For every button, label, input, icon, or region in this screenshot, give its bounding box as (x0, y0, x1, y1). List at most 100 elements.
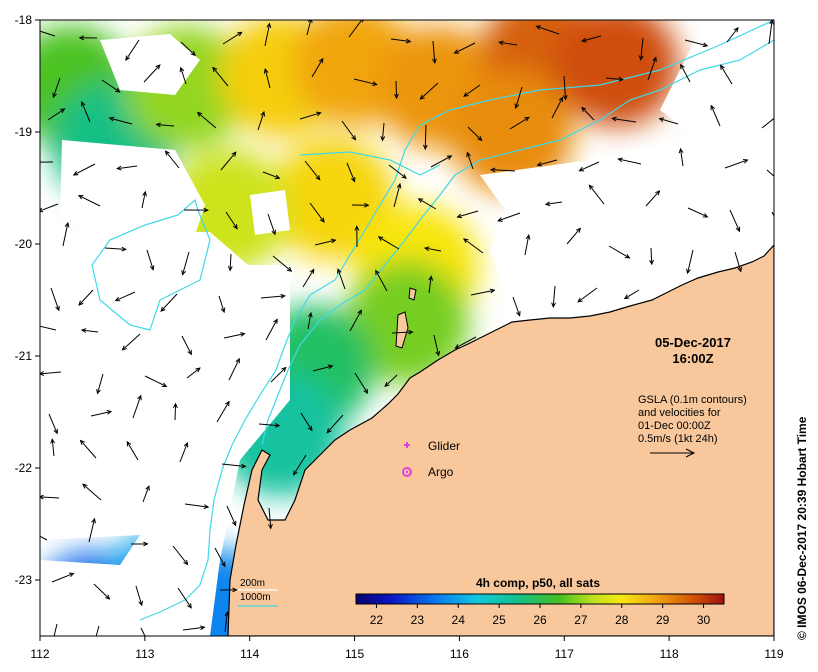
velocity-arrow-5 (264, 22, 272, 47)
x-tick-label-1: 113 (135, 647, 154, 661)
annotation-block: 05-Dec-2017 16:00Z GSLA (0.1m contours) … (638, 335, 747, 458)
velocity-arrow-8 (390, 38, 412, 44)
velocity-arrow-61 (346, 162, 356, 183)
velocity-arrow-84 (544, 201, 563, 207)
velocity-arrow-116 (375, 269, 388, 292)
velocity-arrow-87 (687, 207, 709, 218)
velocity-arrow-169 (51, 572, 75, 583)
sst-region-8 (449, 70, 574, 194)
colorbar-title: 4h comp, p50, all sats (476, 576, 600, 590)
velocity-arrow-151 (326, 414, 344, 434)
velocity-arrow-35 (773, 83, 774, 86)
velocity-arrow-55 (72, 163, 96, 176)
x-tick-label-4: 116 (450, 647, 469, 661)
land (227, 244, 774, 636)
velocity-arrow-96 (314, 238, 337, 246)
velocity-arrow-80 (393, 182, 402, 208)
x-axis-ticks: 112 113 114 115 116 117 118 119 (30, 636, 784, 661)
velocity-arrow-6 (306, 20, 313, 36)
velocity-arrow-119 (512, 296, 521, 317)
velocity-arrow-19 (101, 79, 121, 93)
velocity-arrow-15 (684, 39, 709, 48)
velocity-arrow-115 (337, 268, 346, 290)
annotation-gsla-2: and velocities for (638, 407, 721, 419)
y-tick-label-0: -18 (15, 13, 33, 27)
velocity-arrow-93 (181, 251, 190, 276)
velocity-arrow-173 (219, 587, 238, 593)
annotation-time: 16:00Z (672, 351, 713, 366)
velocity-arrow-117 (428, 275, 434, 294)
colorbar-tick-label-4: 26 (533, 613, 547, 627)
velocity-arrow-105 (686, 249, 694, 275)
colorbar-tick-label-7: 29 (656, 613, 670, 627)
velocity-arrow-134 (40, 371, 62, 376)
annotation-gsla-1: GSLA (0.1m contours) (638, 394, 747, 406)
velocity-arrow-53 (761, 117, 774, 129)
velocity-arrow-16 (726, 26, 739, 43)
colorbar-tick-label-3: 25 (492, 613, 506, 627)
velocity-arrow-32 (647, 56, 657, 81)
velocity-arrow-78 (309, 202, 325, 223)
annotation-gsla-4: 0.5m/s (1kt 24h) (638, 433, 717, 445)
velocity-arrow-113 (260, 293, 286, 299)
cloud-gaps (40, 25, 774, 636)
velocity-arrow-124 (80, 328, 99, 333)
x-tick-label-2: 114 (240, 647, 259, 661)
velocity-arrow-141 (354, 372, 369, 395)
x-tick-label-0: 112 (30, 647, 49, 661)
velocity-arrow-118 (470, 288, 496, 296)
velocity-arrow-33 (680, 63, 691, 83)
velocity-arrow-21 (179, 66, 187, 85)
velocity-arrow-152 (50, 438, 56, 457)
colorbar-gradient (355, 593, 725, 605)
velocity-arrow-75 (183, 207, 209, 213)
velocity-arrow-162 (226, 505, 237, 527)
velocity-arrow-171 (135, 585, 143, 607)
velocity-arrow-40 (196, 111, 217, 129)
credit-text: © IMOS 06-Dec-2017 20:39 Hobart Time (795, 416, 809, 640)
velocity-arrow-143 (775, 370, 796, 380)
velocity-arrow-73 (77, 195, 101, 207)
velocity-arrow-156 (221, 463, 247, 469)
velocity-arrow-92 (146, 249, 155, 271)
velocity-arrow-39 (155, 122, 175, 128)
velocity-arrow-69 (678, 147, 684, 167)
velocity-arrow-20 (143, 64, 161, 83)
velocity-arrow-112 (218, 295, 226, 314)
sst-region-7 (554, 20, 679, 127)
velocity-arrow-161 (184, 503, 210, 509)
velocity-arrow-110 (114, 291, 136, 302)
velocity-arrow-170 (93, 583, 111, 600)
velocity-arrow-0 (40, 30, 56, 37)
velocity-arrow-142 (384, 374, 398, 388)
velocity-arrow-165 (88, 517, 96, 543)
velocity-arrow-37 (80, 100, 91, 123)
velocity-arrow-148 (216, 400, 230, 423)
velocity-arrow-72 (40, 203, 59, 213)
velocity-arrow-145 (90, 409, 113, 417)
velocity-arrow-139 (270, 366, 287, 383)
velocity-arrow-102 (566, 227, 582, 245)
colorbar-ticks: 22 23 24 25 26 27 28 29 30 (370, 604, 711, 627)
velocity-arrow-176 (140, 627, 146, 636)
velocity-arrow-52 (710, 104, 721, 127)
velocity-arrow-57 (164, 150, 180, 169)
velocity-arrow-107 (777, 254, 798, 258)
velocity-arrow-18 (52, 77, 61, 99)
velocity-arrow-81 (417, 198, 437, 210)
velocity-arrow-146 (132, 394, 142, 419)
velocity-arrow-60 (304, 160, 321, 181)
velocity-arrow-168 (214, 547, 226, 568)
velocity-arrow-158 (40, 494, 60, 500)
velocity-arrow-44 (380, 122, 386, 142)
velocity-arrow-85 (588, 184, 605, 205)
colorbar-tick-label-6: 28 (615, 613, 629, 627)
velocity-arrow-43 (341, 120, 357, 141)
velocity-arrow-90 (62, 221, 70, 247)
velocity-arrow-41 (257, 110, 266, 131)
velocity-arrow-68 (617, 157, 642, 165)
argo-marker (402, 467, 412, 477)
velocity-arrow-11 (498, 40, 518, 46)
velocity-arrow-166 (130, 541, 149, 547)
velocity-arrow-111 (160, 293, 178, 312)
